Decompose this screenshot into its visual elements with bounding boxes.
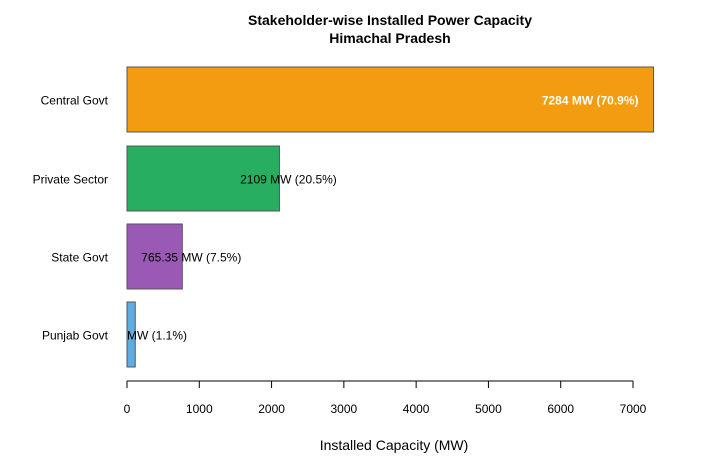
x-tick-label: 2000 [258, 402, 285, 416]
category-label: State Govt [51, 251, 108, 265]
category-label: Private Sector [33, 173, 108, 187]
x-tick-label: 6000 [547, 402, 574, 416]
data-label: 765.35 MW (7.5%) [141, 251, 241, 265]
data-label: 7284 MW (70.9%) [542, 94, 639, 108]
x-axis-label: Installed Capacity (MW) [320, 437, 469, 453]
x-tick-label: 4000 [403, 402, 430, 416]
category-label: Central Govt [41, 94, 109, 108]
x-tick-label: 7000 [620, 402, 647, 416]
x-tick-label: 1000 [186, 402, 213, 416]
x-tick-label: 3000 [331, 402, 358, 416]
bar [126, 301, 136, 368]
data-label: MW (1.1%) [127, 329, 187, 343]
chart-title: Stakeholder-wise Installed Power Capacit… [248, 12, 532, 28]
x-tick-label: 0 [124, 402, 131, 416]
category-label: Punjab Govt [42, 329, 109, 343]
bar [126, 145, 280, 212]
bar [126, 66, 655, 133]
x-tick-label: 5000 [475, 402, 502, 416]
chart-subtitle: Himachal Pradesh [329, 30, 450, 46]
bar [126, 223, 183, 290]
data-label: 2109 MW (20.5%) [240, 173, 337, 187]
